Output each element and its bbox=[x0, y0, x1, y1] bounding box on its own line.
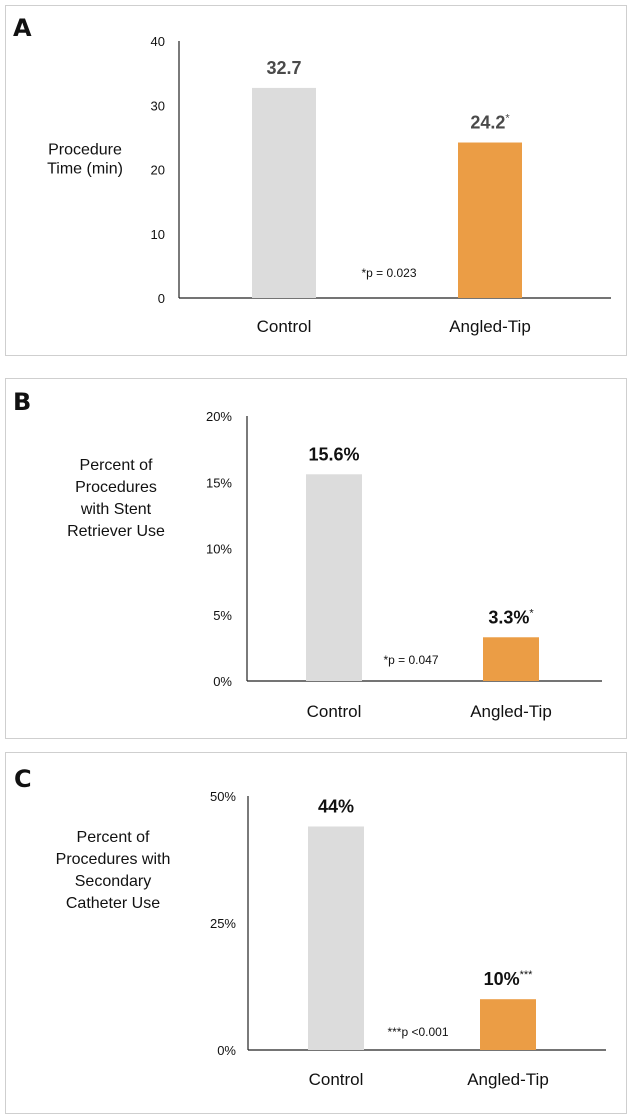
p-value-annotation: ***p <0.001 bbox=[387, 1025, 448, 1039]
bar-control bbox=[252, 87, 316, 298]
x-category-label: Control bbox=[307, 702, 362, 721]
data-label: 24.2* bbox=[470, 113, 510, 133]
data-label: 32.7 bbox=[266, 58, 301, 78]
significance-mark: *** bbox=[520, 969, 534, 981]
bar-angled-tip bbox=[458, 142, 522, 298]
y-axis-label-line: with Stent bbox=[80, 501, 152, 518]
panel-label-c: C bbox=[14, 765, 32, 793]
x-category-label: Angled-Tip bbox=[467, 1070, 549, 1089]
bar-angled-tip bbox=[483, 637, 539, 681]
y-tick-label: 15% bbox=[206, 475, 232, 490]
data-label-value: 44% bbox=[318, 796, 354, 816]
y-axis-label-line: Time (min) bbox=[47, 161, 123, 178]
bar-control bbox=[306, 474, 362, 681]
y-tick-label: 40 bbox=[151, 34, 165, 49]
data-label-value: 15.6% bbox=[308, 444, 359, 464]
chart-c-svg: C 0% 25% 50% Percent of Procedures with Second… bbox=[14, 765, 606, 1089]
data-label: 44% bbox=[318, 796, 354, 816]
panel-label-b: B bbox=[13, 388, 31, 416]
y-tick-label: 30 bbox=[151, 98, 165, 113]
panel-label-a: A bbox=[13, 14, 32, 42]
y-tick-label: 10 bbox=[151, 227, 165, 242]
p-value-annotation: *p = 0.047 bbox=[383, 653, 438, 667]
data-label: 10%*** bbox=[484, 969, 534, 989]
x-category-label: Control bbox=[309, 1070, 364, 1089]
y-axis-label-line: Procedure bbox=[48, 142, 122, 159]
y-axis-label-line: Secondary bbox=[75, 873, 152, 890]
bar-control bbox=[308, 826, 364, 1050]
chart-b-svg: B 0% 5% 10% 15% 20% Percent of Procedures with S… bbox=[13, 388, 602, 721]
y-tick-label: 0 bbox=[158, 291, 165, 306]
y-axis-label-line: Procedures with bbox=[56, 851, 171, 868]
y-tick-label: 0% bbox=[213, 674, 232, 689]
data-label-value: 3.3% bbox=[488, 607, 529, 627]
data-label-value: 32.7 bbox=[266, 58, 301, 78]
y-tick-label: 50% bbox=[210, 789, 236, 804]
significance-mark: * bbox=[529, 607, 534, 619]
x-category-label: Angled-Tip bbox=[470, 702, 552, 721]
x-category-label: Angled-Tip bbox=[449, 317, 531, 336]
chart-a-svg: A 0 10 20 30 40 Procedure Time (min) 32.7 Control… bbox=[13, 14, 611, 336]
y-tick-label: 20% bbox=[206, 409, 232, 424]
y-axis-label-line: Percent of bbox=[80, 457, 153, 474]
data-label: 3.3%* bbox=[488, 607, 534, 627]
x-category-label: Control bbox=[257, 317, 312, 336]
y-tick-label: 10% bbox=[206, 542, 232, 557]
data-label: 15.6% bbox=[308, 444, 359, 464]
y-tick-label: 5% bbox=[213, 608, 232, 623]
chart-panel-c: C 0% 25% 50% Percent of Procedures with Second… bbox=[5, 752, 627, 1114]
y-axis-label-line: Retriever Use bbox=[67, 523, 165, 540]
y-tick-label: 25% bbox=[210, 916, 236, 931]
y-axis-label-line: Catheter Use bbox=[66, 895, 160, 912]
p-value-annotation: *p = 0.023 bbox=[361, 266, 416, 280]
chart-panel-a: A 0 10 20 30 40 Procedure Time (min) 32.7 Control… bbox=[5, 5, 627, 356]
chart-panel-b: B 0% 5% 10% 15% 20% Percent of Procedures with S… bbox=[5, 378, 627, 739]
y-axis-label-line: Percent of bbox=[77, 829, 150, 846]
y-tick-label: 20 bbox=[151, 163, 165, 178]
data-label-value: 24.2 bbox=[470, 113, 505, 133]
significance-mark: * bbox=[505, 113, 510, 125]
bar-angled-tip bbox=[480, 999, 536, 1050]
y-axis-label-line: Procedures bbox=[75, 479, 157, 496]
y-tick-label: 0% bbox=[217, 1043, 236, 1058]
data-label-value: 10% bbox=[484, 969, 520, 989]
